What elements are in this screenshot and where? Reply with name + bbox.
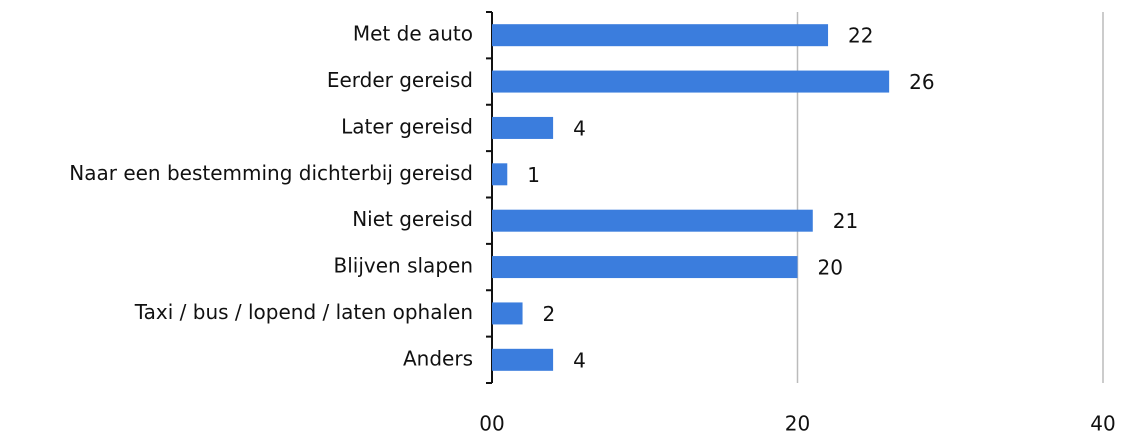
value-label: 4: [573, 348, 586, 372]
bar: [492, 24, 829, 47]
bar: [492, 116, 554, 139]
y-tick-label: Taxi / bus / lopend / laten ophalen: [134, 300, 473, 324]
value-label: 4: [573, 116, 586, 140]
value-label: 1: [527, 163, 540, 187]
y-tick-label: Blijven slapen: [334, 254, 473, 278]
bar: [492, 209, 813, 232]
bar: [492, 348, 554, 371]
value-label: 22: [848, 24, 873, 48]
x-tick-label: 00: [479, 412, 504, 436]
value-label: 26: [909, 70, 934, 94]
x-tick-label: 20: [785, 412, 810, 436]
bar: [492, 256, 798, 279]
y-tick-label: Naar een bestemming dichterbij gereisd: [69, 161, 473, 185]
y-tick-label: Eerder gereisd: [327, 68, 473, 92]
bar: [492, 70, 890, 93]
y-tick-label: Anders: [403, 346, 473, 370]
bar: [492, 302, 523, 325]
y-tick-label: Met de auto: [353, 22, 473, 46]
value-label: 21: [833, 209, 858, 233]
x-tick-label: 40: [1090, 412, 1115, 436]
y-tick-label: Niet gereisd: [352, 207, 473, 231]
value-label: 20: [818, 256, 843, 280]
y-tick-label: Later gereisd: [341, 114, 473, 138]
bar: [492, 163, 508, 186]
value-label: 2: [543, 302, 556, 326]
